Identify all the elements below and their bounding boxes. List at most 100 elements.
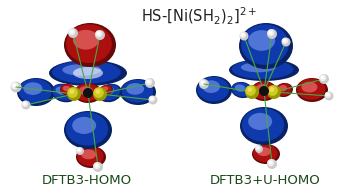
Ellipse shape bbox=[232, 82, 251, 97]
Circle shape bbox=[269, 161, 272, 164]
Ellipse shape bbox=[52, 61, 121, 84]
Ellipse shape bbox=[257, 147, 271, 156]
Ellipse shape bbox=[17, 78, 55, 106]
Circle shape bbox=[147, 80, 150, 83]
Circle shape bbox=[148, 95, 157, 105]
Ellipse shape bbox=[64, 111, 112, 149]
Circle shape bbox=[282, 37, 290, 46]
Ellipse shape bbox=[64, 23, 116, 67]
Ellipse shape bbox=[81, 149, 96, 159]
Ellipse shape bbox=[77, 147, 104, 166]
Circle shape bbox=[67, 87, 81, 101]
Ellipse shape bbox=[23, 82, 42, 95]
Ellipse shape bbox=[72, 117, 96, 134]
Circle shape bbox=[269, 31, 272, 34]
Circle shape bbox=[319, 74, 329, 84]
Ellipse shape bbox=[242, 108, 284, 142]
Text: HS-[Ni(SH$_2$)$_2$]$^{2+}$: HS-[Ni(SH$_2$)$_2$]$^{2+}$ bbox=[141, 6, 257, 27]
Circle shape bbox=[21, 101, 31, 109]
Ellipse shape bbox=[198, 77, 229, 101]
Circle shape bbox=[22, 101, 28, 107]
Circle shape bbox=[199, 79, 206, 86]
Circle shape bbox=[245, 85, 256, 96]
Ellipse shape bbox=[99, 84, 120, 101]
Ellipse shape bbox=[66, 112, 108, 146]
Ellipse shape bbox=[276, 83, 292, 96]
Circle shape bbox=[267, 29, 274, 36]
Circle shape bbox=[10, 81, 21, 92]
Circle shape bbox=[95, 30, 102, 37]
Circle shape bbox=[97, 32, 100, 35]
Ellipse shape bbox=[63, 86, 71, 91]
Circle shape bbox=[241, 33, 244, 36]
Ellipse shape bbox=[202, 80, 220, 93]
Ellipse shape bbox=[252, 144, 280, 164]
Ellipse shape bbox=[79, 86, 93, 95]
Ellipse shape bbox=[241, 24, 289, 65]
Circle shape bbox=[145, 78, 152, 85]
Circle shape bbox=[149, 96, 155, 102]
Circle shape bbox=[240, 32, 246, 38]
Circle shape bbox=[69, 89, 74, 94]
Ellipse shape bbox=[248, 113, 272, 130]
Ellipse shape bbox=[278, 85, 287, 91]
Circle shape bbox=[267, 159, 277, 169]
Circle shape bbox=[267, 85, 281, 99]
Circle shape bbox=[247, 87, 252, 92]
Ellipse shape bbox=[235, 84, 246, 92]
Circle shape bbox=[283, 39, 286, 42]
Ellipse shape bbox=[121, 80, 153, 103]
Ellipse shape bbox=[60, 84, 76, 96]
Circle shape bbox=[319, 74, 326, 81]
Text: DFTB3-HOMO: DFTB3-HOMO bbox=[42, 174, 132, 187]
Circle shape bbox=[70, 30, 73, 33]
Ellipse shape bbox=[297, 79, 325, 100]
Ellipse shape bbox=[100, 85, 112, 94]
Ellipse shape bbox=[296, 78, 328, 102]
Circle shape bbox=[93, 87, 107, 101]
Ellipse shape bbox=[126, 83, 144, 95]
Ellipse shape bbox=[76, 146, 106, 168]
Ellipse shape bbox=[302, 82, 318, 93]
Ellipse shape bbox=[52, 84, 75, 101]
Circle shape bbox=[77, 148, 80, 151]
Circle shape bbox=[95, 89, 100, 94]
Circle shape bbox=[269, 87, 274, 92]
Ellipse shape bbox=[51, 84, 77, 102]
Circle shape bbox=[145, 78, 155, 88]
Ellipse shape bbox=[75, 84, 100, 101]
Circle shape bbox=[326, 93, 329, 96]
Circle shape bbox=[76, 147, 82, 153]
Ellipse shape bbox=[232, 60, 293, 79]
Text: DFTB3+U-HOMO: DFTB3+U-HOMO bbox=[210, 174, 321, 187]
Circle shape bbox=[93, 162, 103, 172]
Ellipse shape bbox=[99, 85, 113, 95]
Circle shape bbox=[83, 88, 93, 98]
Ellipse shape bbox=[61, 84, 75, 95]
Circle shape bbox=[240, 32, 248, 40]
Ellipse shape bbox=[74, 83, 102, 103]
Ellipse shape bbox=[251, 81, 277, 101]
Ellipse shape bbox=[101, 87, 108, 91]
Circle shape bbox=[199, 79, 209, 89]
Ellipse shape bbox=[196, 76, 232, 104]
Ellipse shape bbox=[62, 64, 101, 76]
Circle shape bbox=[325, 92, 331, 98]
Circle shape bbox=[93, 162, 100, 169]
Circle shape bbox=[95, 30, 105, 40]
Circle shape bbox=[267, 29, 277, 39]
Ellipse shape bbox=[248, 30, 275, 51]
Ellipse shape bbox=[241, 62, 276, 72]
Circle shape bbox=[267, 85, 278, 96]
Ellipse shape bbox=[252, 82, 275, 99]
Ellipse shape bbox=[49, 60, 127, 86]
Circle shape bbox=[282, 38, 288, 44]
Ellipse shape bbox=[231, 82, 253, 98]
Circle shape bbox=[11, 82, 19, 89]
Ellipse shape bbox=[73, 30, 99, 50]
Circle shape bbox=[150, 97, 153, 100]
Circle shape bbox=[245, 85, 259, 99]
Ellipse shape bbox=[240, 107, 288, 145]
Ellipse shape bbox=[98, 84, 122, 102]
Circle shape bbox=[23, 102, 26, 105]
